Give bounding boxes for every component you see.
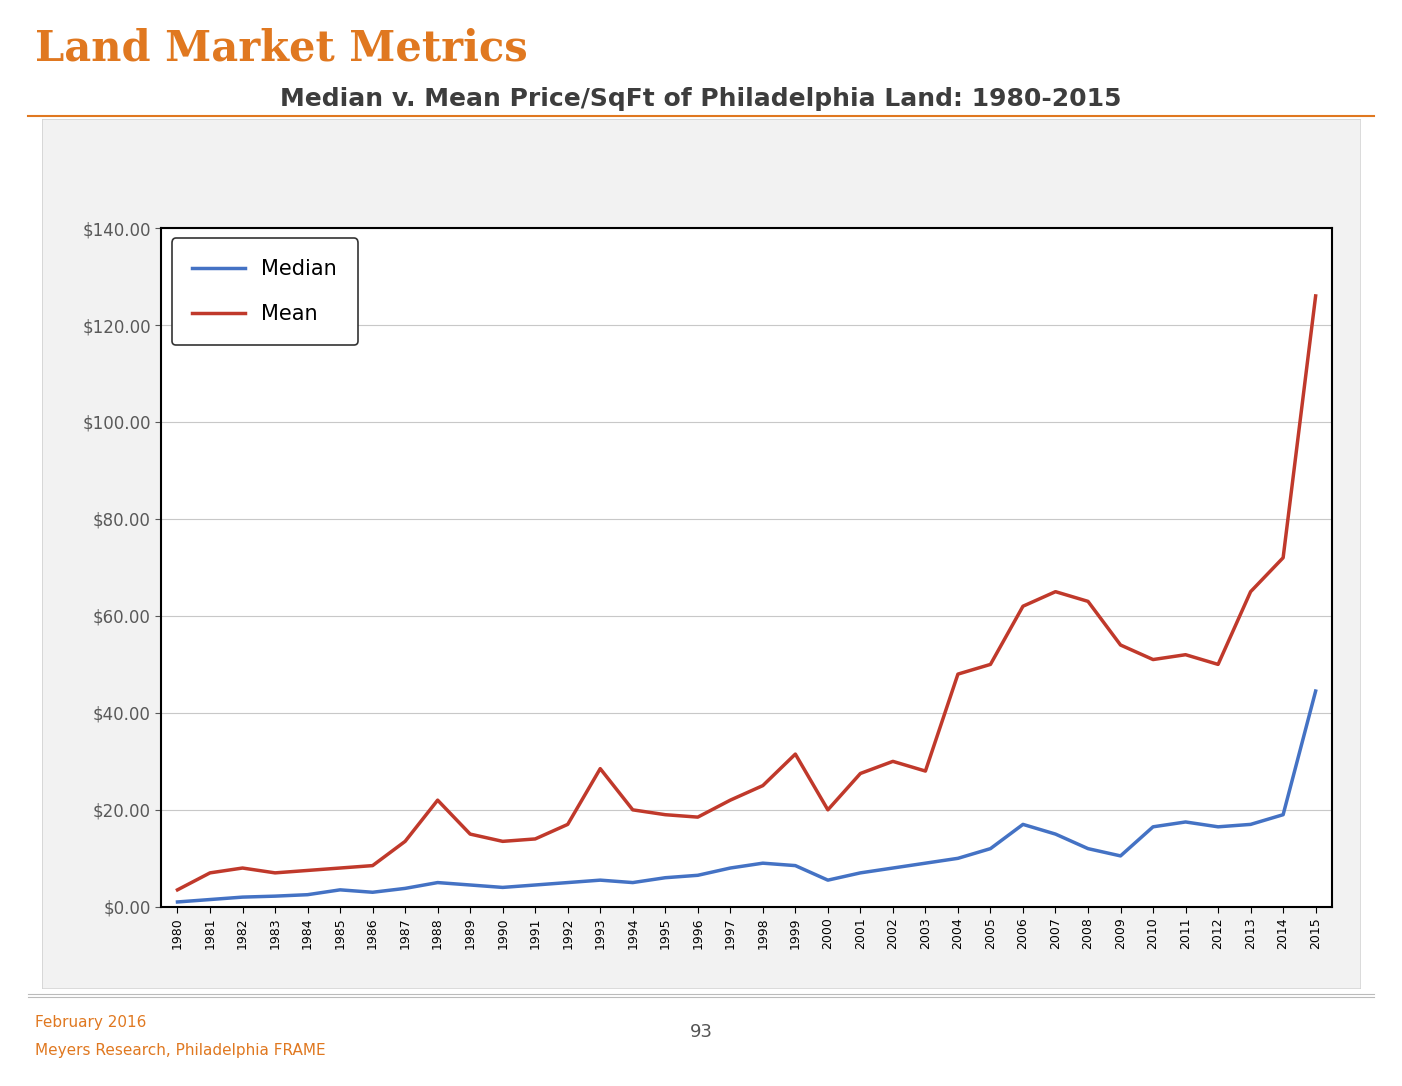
Mean xyxy=(397,835,414,848)
Mean xyxy=(1112,639,1129,652)
Median xyxy=(690,869,707,882)
Mean xyxy=(202,867,219,880)
Median xyxy=(1047,828,1064,841)
Median xyxy=(658,871,674,884)
Line: Median: Median xyxy=(178,691,1315,902)
Median xyxy=(819,873,836,886)
Mean xyxy=(1274,552,1291,565)
Median xyxy=(332,883,349,896)
Median xyxy=(1112,849,1129,862)
Median xyxy=(1274,808,1291,821)
Median xyxy=(266,889,283,902)
Text: February 2016: February 2016 xyxy=(35,1015,146,1031)
Mean xyxy=(1210,658,1227,671)
Median xyxy=(917,857,934,870)
Median xyxy=(624,876,641,889)
Median xyxy=(365,886,381,899)
Median xyxy=(949,851,966,864)
Median xyxy=(1242,818,1259,831)
Median xyxy=(1210,820,1227,833)
Text: Meyers Research, Philadelphia FRAME: Meyers Research, Philadelphia FRAME xyxy=(35,1043,325,1058)
Median xyxy=(429,876,446,889)
Median xyxy=(981,842,998,855)
Mean xyxy=(299,864,315,877)
Median xyxy=(1178,816,1195,829)
Mean xyxy=(917,765,934,778)
Mean xyxy=(819,804,836,817)
Mean xyxy=(1144,653,1161,666)
Median xyxy=(852,867,869,880)
Median xyxy=(592,873,608,886)
Median xyxy=(202,893,219,906)
Text: 93: 93 xyxy=(690,1023,712,1040)
Mean xyxy=(495,835,512,848)
Mean xyxy=(624,804,641,817)
Median xyxy=(170,896,186,909)
Median xyxy=(722,861,739,874)
Mean xyxy=(690,810,707,823)
Mean xyxy=(1178,648,1195,661)
Mean xyxy=(527,832,544,845)
Mean xyxy=(852,767,869,780)
Median xyxy=(559,876,576,889)
Mean xyxy=(332,861,349,874)
Mean xyxy=(266,867,283,880)
Legend: Median, Mean: Median, Mean xyxy=(171,239,358,345)
Mean xyxy=(234,861,251,874)
Mean xyxy=(722,794,739,807)
Median xyxy=(1144,820,1161,833)
Median xyxy=(461,879,478,892)
Mean xyxy=(1080,595,1096,608)
Median xyxy=(527,879,544,892)
Mean xyxy=(949,668,966,681)
Median xyxy=(299,888,315,901)
Mean xyxy=(1047,585,1064,598)
Median xyxy=(1015,818,1032,831)
Median xyxy=(397,882,414,895)
Median xyxy=(754,857,771,870)
Median xyxy=(787,859,803,872)
Median xyxy=(1080,842,1096,855)
Median xyxy=(1307,684,1323,697)
Median xyxy=(885,861,901,874)
Mean xyxy=(1307,289,1323,302)
Mean xyxy=(429,794,446,807)
Mean xyxy=(658,808,674,821)
Mean xyxy=(1015,599,1032,613)
Title: Median v. Mean Price/SqFt of Philadelphia Land: 1980-2015: Median v. Mean Price/SqFt of Philadelphi… xyxy=(280,87,1122,111)
Mean xyxy=(981,658,998,671)
Mean xyxy=(592,762,608,775)
Median xyxy=(495,881,512,894)
Mean xyxy=(1242,585,1259,598)
Mean xyxy=(365,859,381,872)
Mean xyxy=(885,755,901,768)
Mean xyxy=(787,747,803,760)
Median xyxy=(234,891,251,904)
Mean xyxy=(754,779,771,792)
Text: Land Market Metrics: Land Market Metrics xyxy=(35,28,527,70)
Mean xyxy=(170,883,186,896)
Mean xyxy=(559,818,576,831)
Mean xyxy=(461,828,478,841)
Line: Mean: Mean xyxy=(178,295,1315,889)
